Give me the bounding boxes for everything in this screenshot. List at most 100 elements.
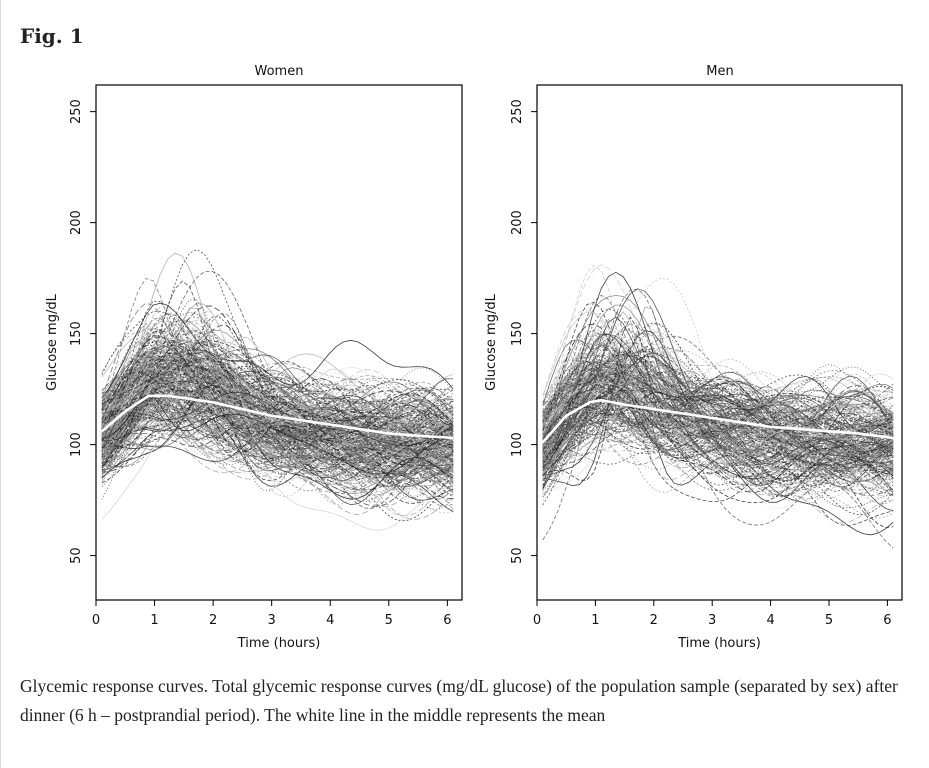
glucose-curve (542, 366, 894, 425)
glucose-curve (542, 397, 894, 469)
x-axis-label: Time (hours) (677, 636, 761, 651)
glucose-curve (542, 343, 894, 425)
glucose-curve (542, 356, 894, 450)
glucose-curve (542, 396, 894, 471)
x-tick-label: 6 (443, 613, 451, 628)
glucose-curve (542, 368, 894, 457)
y-tick-label: 50 (69, 547, 84, 564)
glucose-curve (101, 368, 454, 473)
glucose-curve (101, 403, 454, 477)
glucose-curve (101, 389, 454, 504)
glucose-curve (101, 335, 454, 441)
glucose-curve (101, 356, 454, 484)
glucose-curve (101, 351, 454, 450)
plot-frame (95, 84, 463, 601)
glucose-curve (101, 353, 454, 455)
glucose-curve (101, 370, 454, 441)
glucose-curve (101, 419, 454, 514)
glucose-curve (542, 352, 894, 470)
glucose-curve (542, 422, 894, 471)
glucose-curve (542, 278, 894, 501)
glucose-curve (542, 396, 894, 492)
glucose-curve (101, 356, 454, 443)
glucose-curve (542, 288, 894, 490)
glucose-curve (101, 329, 454, 445)
glucose-curve (542, 320, 894, 445)
glucose-curve (542, 423, 894, 486)
glucose-curve (101, 363, 454, 493)
glucose-curve (542, 345, 894, 439)
glucose-curve (101, 410, 454, 496)
glucose-curve (542, 323, 894, 494)
glucose-curve (101, 310, 454, 531)
glucose-curve (542, 381, 894, 449)
x-tick-label: 0 (533, 613, 541, 628)
glucose-curve (101, 352, 454, 483)
x-tick-label: 4 (326, 613, 334, 628)
glucose-curve (101, 364, 454, 456)
glucose-curve (542, 325, 894, 452)
glucose-curve (101, 371, 454, 466)
figure-caption: Glycemic response curves. Total glycemic… (20, 676, 898, 725)
glucose-curve (542, 407, 894, 472)
x-tick-label: 3 (708, 613, 716, 628)
x-tick-label: 2 (650, 613, 658, 628)
glucose-curve (542, 414, 894, 468)
glucose-curve (542, 344, 894, 444)
glucose-curve (101, 346, 454, 458)
glucose-curve (101, 367, 454, 443)
glucose-curve (101, 376, 454, 423)
glucose-curve (101, 375, 454, 448)
glucose-curve (101, 358, 454, 476)
glucose-curve (101, 352, 454, 452)
glucose-curve (542, 361, 894, 467)
glucose-curves (101, 249, 454, 531)
glucose-curve (542, 350, 894, 506)
glucose-curve (101, 388, 454, 457)
glucose-curve (542, 403, 894, 491)
glucose-curve (101, 367, 454, 444)
glucose-curve (101, 311, 454, 439)
glucose-curve (542, 392, 894, 474)
glucose-curve (101, 329, 454, 431)
panel-title: Women (255, 64, 304, 79)
glucose-curve (542, 349, 894, 428)
glucose-curve (101, 299, 454, 510)
glucose-curve (542, 343, 894, 449)
panel-title: Men (706, 64, 733, 79)
glucose-curve (101, 313, 454, 507)
glucose-curve (542, 448, 894, 498)
glucose-curve (542, 409, 894, 472)
x-tick-label: 0 (92, 613, 100, 628)
glucose-curve (101, 344, 454, 431)
glucose-curve (101, 399, 454, 494)
glucose-curve (101, 373, 454, 462)
glucose-curve (101, 387, 454, 465)
page-border (0, 0, 1, 768)
glucose-curve (101, 380, 454, 488)
panel-women: 0 1 2 3 4 5 6 50 100 150 200 250 Women Time (hours) Gl… (45, 64, 463, 651)
glucose-curve (542, 379, 894, 479)
glucose-curve (101, 383, 454, 482)
mean-line (101, 394, 454, 440)
glucose-curve (101, 397, 454, 461)
glucose-curve (101, 339, 454, 433)
glucose-curve (101, 397, 454, 463)
glucose-curve (101, 278, 454, 441)
glucose-curve (101, 384, 454, 500)
glucose-curve (101, 393, 454, 462)
glucose-curve (101, 424, 454, 507)
glucose-curve (101, 415, 454, 494)
glucose-curve (101, 410, 454, 503)
glucose-curve (542, 374, 894, 430)
glucose-curve (542, 377, 894, 475)
glucose-curve (542, 404, 894, 472)
glucose-curve (542, 362, 894, 433)
x-tick-label: 6 (883, 613, 891, 628)
glucose-curve (101, 345, 454, 452)
x-tick-label: 2 (209, 613, 217, 628)
glucose-curve (542, 386, 894, 453)
glucose-curve (101, 358, 454, 452)
glucose-curve (101, 358, 454, 453)
glucose-curve (542, 382, 894, 509)
